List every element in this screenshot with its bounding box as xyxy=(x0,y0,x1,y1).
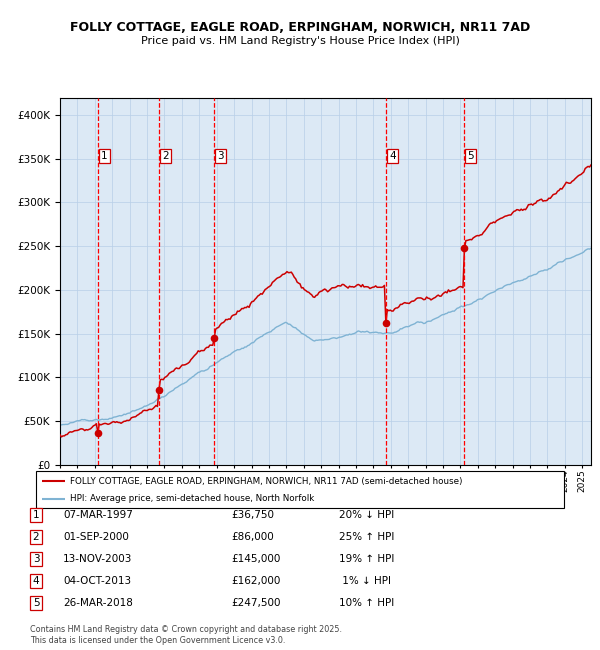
Text: 2: 2 xyxy=(162,151,169,161)
Text: Price paid vs. HM Land Registry's House Price Index (HPI): Price paid vs. HM Land Registry's House … xyxy=(140,36,460,46)
Text: 4: 4 xyxy=(32,576,40,586)
Text: 07-MAR-1997: 07-MAR-1997 xyxy=(63,510,133,520)
Text: 19% ↑ HPI: 19% ↑ HPI xyxy=(339,554,394,564)
Text: 01-SEP-2000: 01-SEP-2000 xyxy=(63,532,129,542)
Text: 25% ↑ HPI: 25% ↑ HPI xyxy=(339,532,394,542)
Text: £145,000: £145,000 xyxy=(231,554,280,564)
Text: £86,000: £86,000 xyxy=(231,532,274,542)
Text: 10% ↑ HPI: 10% ↑ HPI xyxy=(339,598,394,608)
Text: 1% ↓ HPI: 1% ↓ HPI xyxy=(339,576,391,586)
Text: 26-MAR-2018: 26-MAR-2018 xyxy=(63,598,133,608)
Text: 20% ↓ HPI: 20% ↓ HPI xyxy=(339,510,394,520)
Text: 5: 5 xyxy=(32,598,40,608)
Text: 1: 1 xyxy=(32,510,40,520)
Text: £162,000: £162,000 xyxy=(231,576,280,586)
Text: 5: 5 xyxy=(467,151,474,161)
Text: £247,500: £247,500 xyxy=(231,598,281,608)
Text: 13-NOV-2003: 13-NOV-2003 xyxy=(63,554,133,564)
Text: 04-OCT-2013: 04-OCT-2013 xyxy=(63,576,131,586)
Text: 1: 1 xyxy=(101,151,108,161)
Text: Contains HM Land Registry data © Crown copyright and database right 2025.
This d: Contains HM Land Registry data © Crown c… xyxy=(30,625,342,645)
Text: £36,750: £36,750 xyxy=(231,510,274,520)
Text: 2: 2 xyxy=(32,532,40,542)
Text: HPI: Average price, semi-detached house, North Norfolk: HPI: Average price, semi-detached house,… xyxy=(70,495,314,503)
Text: 3: 3 xyxy=(218,151,224,161)
Text: FOLLY COTTAGE, EAGLE ROAD, ERPINGHAM, NORWICH, NR11 7AD: FOLLY COTTAGE, EAGLE ROAD, ERPINGHAM, NO… xyxy=(70,21,530,34)
Text: FOLLY COTTAGE, EAGLE ROAD, ERPINGHAM, NORWICH, NR11 7AD (semi-detached house): FOLLY COTTAGE, EAGLE ROAD, ERPINGHAM, NO… xyxy=(70,476,463,486)
Text: 3: 3 xyxy=(32,554,40,564)
Text: 4: 4 xyxy=(389,151,396,161)
